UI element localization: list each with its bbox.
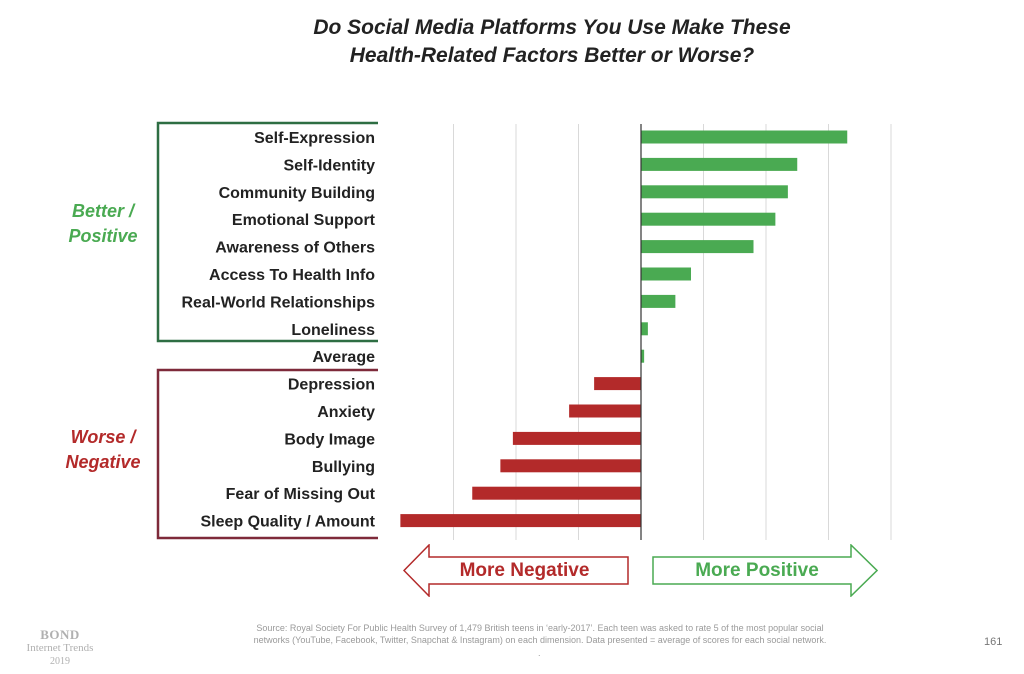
group-label-positive-line-2: Positive <box>68 226 138 246</box>
category-label-1: Self-Identity <box>283 157 375 174</box>
category-label-14: Sleep Quality / Amount <box>200 514 375 531</box>
category-label-11: Body Image <box>284 431 375 448</box>
source-note-line-2: networks (YouTube, Facebook, Twitter, Sn… <box>253 635 827 645</box>
group-label-negative-line-2: Negative <box>65 452 141 472</box>
category-label-6: Real-World Relationships <box>181 294 375 311</box>
more-negative-label: More Negative <box>459 560 590 581</box>
bar-11 <box>512 431 641 445</box>
category-label-4: Awareness of Others <box>215 240 375 257</box>
bar-13 <box>472 486 641 500</box>
group-label-positive-line-1: Better / <box>71 201 134 221</box>
category-label-3: Emotional Support <box>232 212 376 229</box>
positive-bracket <box>156 121 378 343</box>
source-note: Source: Royal Society For Public Health … <box>200 622 880 646</box>
brand-name: BOND <box>40 627 80 642</box>
bar-12 <box>500 459 641 473</box>
category-label-2: Community Building <box>219 185 375 202</box>
source-dot: . <box>538 648 541 658</box>
category-label-13: Fear of Missing Out <box>226 486 376 503</box>
bar-10 <box>569 404 641 418</box>
bar-6 <box>641 294 676 308</box>
chart-title-line-1: Do Social Media Platforms You Use Make T… <box>313 16 791 39</box>
bar-3 <box>641 212 776 226</box>
bar-0 <box>641 130 848 144</box>
category-label-8: Average <box>312 349 375 366</box>
brand-logo: BOND Internet Trends 2019 <box>14 628 106 668</box>
bar-5 <box>641 267 691 281</box>
bar-7 <box>641 322 648 336</box>
bar-14 <box>400 514 641 528</box>
group-label-positive: Better / Positive <box>48 199 158 249</box>
source-note-line-1: Source: Royal Society For Public Health … <box>256 623 824 633</box>
bar-4 <box>641 240 754 254</box>
page-number: 161 <box>984 636 1003 648</box>
category-label-9: Depression <box>288 377 375 394</box>
category-label-0: Self-Expression <box>254 130 375 147</box>
chart-title-line-2: Health-Related Factors Better or Worse? <box>349 44 755 67</box>
negative-bracket <box>156 368 378 540</box>
bar-chart: Self-Expression Self-Identity Community Bu… <box>156 121 892 540</box>
brand-subtitle: Internet Trends <box>26 642 94 654</box>
right-arrow-icon <box>652 543 879 598</box>
more-positive-label: More Positive <box>695 560 819 581</box>
group-label-negative-line-1: Worse / <box>70 427 136 447</box>
chart-title: Do Social Media Platforms You Use Make T… <box>0 14 1024 70</box>
category-label-7: Loneliness <box>291 322 375 339</box>
more-positive-arrow: More Positive <box>652 543 879 598</box>
group-label-negative: Worse / Negative <box>48 425 158 475</box>
bar-1 <box>641 157 798 171</box>
category-label-5: Access To Health Info <box>209 267 375 284</box>
category-label-12: Bullying <box>312 459 375 476</box>
bar-8 <box>641 349 645 363</box>
brand-year: 2019 <box>50 656 70 667</box>
left-arrow-icon <box>402 543 629 598</box>
more-negative-arrow: More Negative <box>402 543 630 598</box>
bar-9 <box>594 377 641 391</box>
category-label-10: Anxiety <box>317 404 375 421</box>
bar-2 <box>641 185 788 199</box>
